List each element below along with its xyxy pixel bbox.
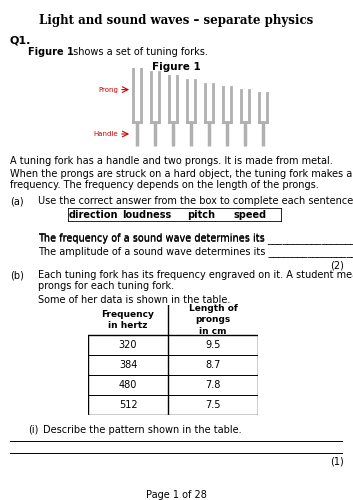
Text: Q1.: Q1. xyxy=(10,35,31,45)
Text: Light and sound waves – separate physics: Light and sound waves – separate physics xyxy=(39,14,313,27)
Text: Frequency
in hertz: Frequency in hertz xyxy=(102,310,155,330)
Text: A tuning fork has a handle and two prongs. It is made from metal.: A tuning fork has a handle and two prong… xyxy=(10,156,333,166)
Text: When the prongs are struck on a hard object, the tuning fork makes a sound wave : When the prongs are struck on a hard obj… xyxy=(10,169,353,179)
Bar xyxy=(88,305,258,335)
Text: loudness: loudness xyxy=(122,210,172,220)
Text: Page 1 of 28: Page 1 of 28 xyxy=(145,490,207,500)
Text: Length of
prongs
in cm: Length of prongs in cm xyxy=(189,304,238,336)
Text: Describe the pattern shown in the table.: Describe the pattern shown in the table. xyxy=(43,425,241,435)
Text: 7.8: 7.8 xyxy=(205,380,221,390)
Text: speed: speed xyxy=(233,210,267,220)
Text: 9.5: 9.5 xyxy=(205,340,221,350)
Text: shows a set of tuning forks.: shows a set of tuning forks. xyxy=(70,47,208,57)
Text: Some of her data is shown in the table.: Some of her data is shown in the table. xyxy=(38,295,231,305)
Text: The amplitude of a sound wave determines its ____________________________ .: The amplitude of a sound wave determines… xyxy=(38,246,353,257)
Text: (i): (i) xyxy=(28,425,38,435)
Text: Prong: Prong xyxy=(98,86,118,92)
Text: The frequency of a sound wave determines its ____________________________ .: The frequency of a sound wave determines… xyxy=(38,233,353,244)
Text: (1): (1) xyxy=(330,457,344,467)
Text: Figure 1: Figure 1 xyxy=(28,47,74,57)
Text: frequency. The frequency depends on the length of the prongs.: frequency. The frequency depends on the … xyxy=(10,180,319,190)
Text: Figure 1: Figure 1 xyxy=(152,62,201,72)
Text: 320: 320 xyxy=(119,340,137,350)
Text: (2): (2) xyxy=(330,260,344,270)
Text: (a): (a) xyxy=(10,196,24,206)
Text: Handle: Handle xyxy=(94,131,118,137)
Text: 384: 384 xyxy=(119,360,137,370)
Text: 512: 512 xyxy=(119,400,137,410)
Text: 8.7: 8.7 xyxy=(205,360,221,370)
Text: 480: 480 xyxy=(119,380,137,390)
Text: (b): (b) xyxy=(10,270,24,280)
Text: Use the correct answer from the box to complete each sentence.: Use the correct answer from the box to c… xyxy=(38,196,353,206)
Text: pitch: pitch xyxy=(187,210,215,220)
Text: 7.5: 7.5 xyxy=(205,400,221,410)
Text: direction: direction xyxy=(69,210,118,220)
Text: prongs for each tuning fork.: prongs for each tuning fork. xyxy=(38,281,174,291)
Text: The frequency of a sound wave determines its: The frequency of a sound wave determines… xyxy=(38,233,268,243)
Text: Each tuning fork has its frequency engraved on it. A student measured the length: Each tuning fork has its frequency engra… xyxy=(38,270,353,280)
